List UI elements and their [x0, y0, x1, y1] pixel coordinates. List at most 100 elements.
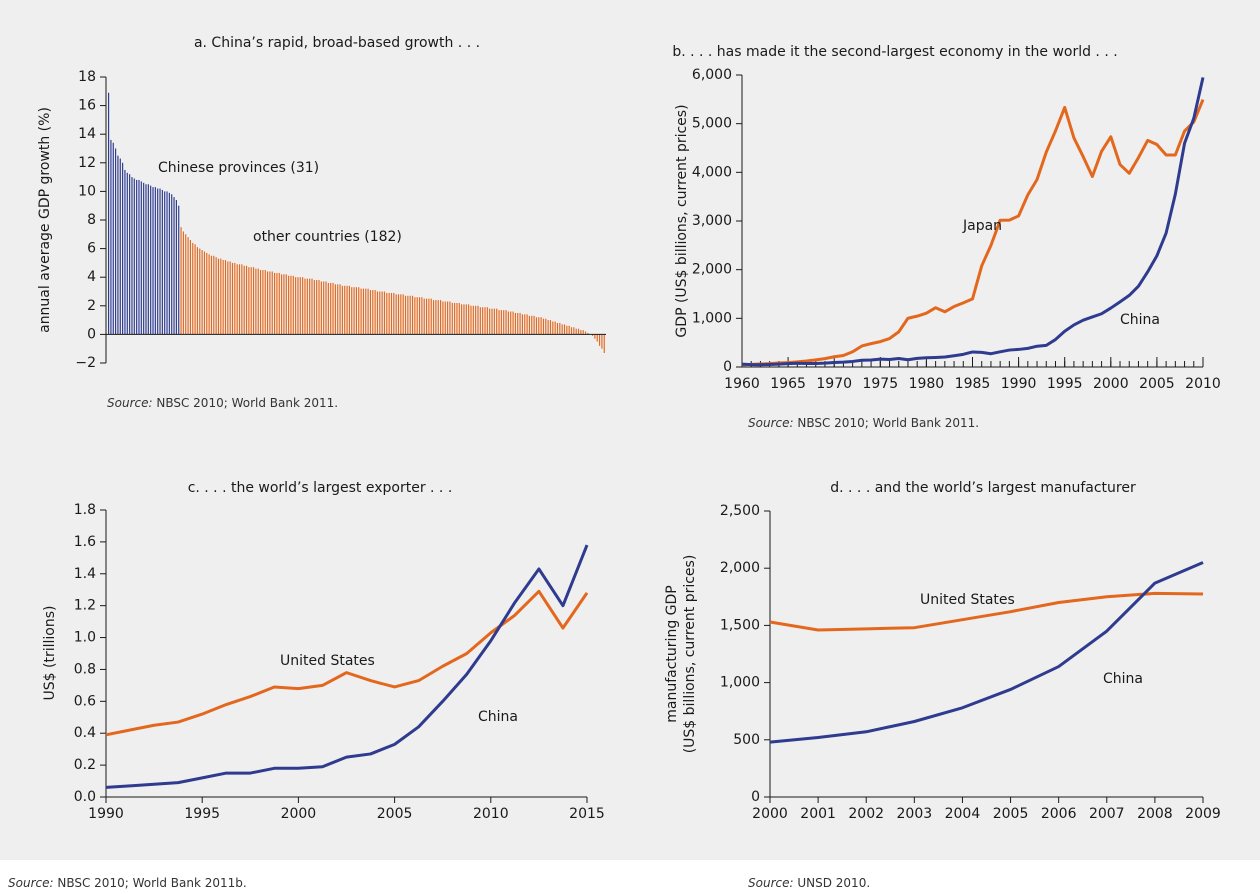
y-tick-label: 5,000 — [692, 116, 732, 132]
y-tick-label: 12 — [78, 155, 96, 171]
bar — [454, 302, 456, 335]
bar — [178, 205, 180, 335]
bar — [570, 327, 573, 335]
x-tick-label: 1960 — [724, 376, 760, 392]
bar — [500, 310, 502, 335]
bar — [192, 242, 194, 335]
bar — [552, 321, 554, 335]
y-tick-label: 500 — [733, 732, 760, 748]
bar — [489, 308, 491, 335]
bar — [449, 301, 451, 335]
bar — [290, 275, 292, 335]
bar — [161, 189, 163, 335]
bar — [222, 260, 224, 335]
series-label: China — [478, 709, 518, 725]
series-label: other countries (182) — [253, 229, 402, 245]
bar — [482, 307, 484, 335]
x-tick-label: 2005 — [377, 806, 413, 822]
bar — [423, 298, 425, 335]
bar — [524, 314, 526, 335]
x-tick-label: 2008 — [1137, 806, 1173, 822]
bar — [367, 288, 369, 335]
y-tick-label: 16 — [78, 98, 96, 114]
bar — [168, 192, 170, 335]
source-label: Source: — [107, 396, 153, 410]
bar — [477, 305, 479, 335]
bar — [386, 292, 388, 335]
x-tick-label: 2010 — [473, 806, 509, 822]
bar — [131, 177, 133, 335]
bar — [409, 295, 411, 335]
bar — [269, 271, 271, 335]
bar — [166, 191, 168, 335]
bar — [164, 191, 166, 335]
source-note: Source: NBSC 2010; World Bank 2011. — [748, 416, 979, 430]
y-tick-label: 0.8 — [74, 661, 96, 677]
y-axis-label: US$ (trillions) — [42, 606, 58, 701]
source-text: NBSC 2010; World Bank 2011. — [156, 396, 338, 410]
bar — [540, 317, 542, 335]
bar — [526, 314, 528, 335]
bar — [203, 251, 206, 335]
bar — [201, 250, 203, 335]
bar — [421, 297, 423, 335]
bar — [292, 275, 294, 335]
bar — [383, 291, 386, 335]
bar — [465, 304, 467, 335]
bar — [154, 187, 156, 335]
bar — [285, 274, 287, 335]
bar — [542, 318, 545, 335]
bar — [339, 284, 341, 335]
bar — [264, 270, 266, 335]
line-series — [105, 544, 589, 789]
x-tick-label: 2005 — [1139, 376, 1175, 392]
bar — [122, 162, 124, 335]
bar — [271, 271, 273, 335]
y-tick-label: 0 — [87, 326, 96, 342]
bar — [428, 298, 430, 335]
bar — [416, 297, 418, 335]
y-tick-label: 14 — [78, 126, 96, 142]
bar — [472, 305, 474, 335]
bar — [306, 278, 308, 335]
line-series — [741, 77, 1205, 367]
bar — [140, 181, 142, 335]
bar — [266, 271, 269, 335]
bar — [418, 297, 421, 335]
bar — [281, 274, 283, 335]
line-series — [769, 561, 1204, 744]
bar — [133, 178, 135, 335]
bar — [531, 315, 533, 335]
bar — [360, 288, 362, 335]
bar — [538, 317, 540, 335]
y-tick-label: 4 — [87, 269, 96, 285]
bar — [584, 331, 587, 335]
bar — [245, 265, 248, 335]
bar — [187, 237, 189, 335]
bar — [491, 308, 493, 335]
x-tick-label: 1985 — [955, 376, 991, 392]
bar — [582, 330, 584, 335]
line-series — [769, 591, 1204, 632]
bar — [147, 184, 149, 335]
y-tick-label: 0.0 — [74, 789, 96, 805]
bar — [117, 155, 119, 335]
bar — [603, 334, 605, 353]
y-tick-label: 18 — [78, 69, 96, 85]
bar — [353, 287, 355, 335]
bar — [402, 294, 404, 335]
bar — [442, 301, 444, 335]
bar — [227, 261, 229, 335]
bar — [327, 282, 329, 335]
series-label: China — [1103, 671, 1143, 687]
bar — [514, 312, 516, 335]
bar — [108, 92, 110, 335]
bar — [259, 270, 262, 335]
bar — [362, 288, 365, 335]
bar — [257, 268, 259, 335]
line-series — [105, 589, 589, 737]
x-tick-label: 2003 — [897, 806, 933, 822]
source-note: Source: NBSC 2010; World Bank 2011b. — [8, 876, 247, 890]
bar — [311, 278, 313, 335]
bar — [432, 300, 435, 335]
